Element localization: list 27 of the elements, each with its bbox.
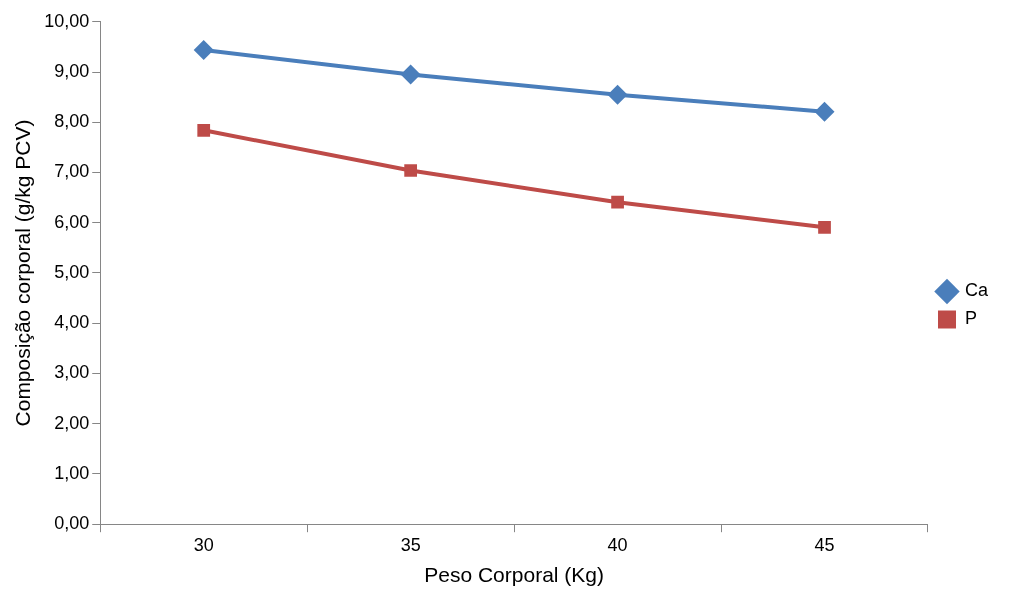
point [400,64,421,85]
y-tick-label: 2,00 [54,412,90,433]
point [611,195,624,209]
point [404,164,418,177]
y-tick-label: 4,00 [54,312,90,333]
y-tick-label: 5,00 [54,261,90,282]
y-tick-label: 0,00 [54,513,90,534]
x-tick-label: 35 [400,534,421,555]
point [818,220,831,234]
point [193,39,214,60]
x-tick-label: 45 [814,534,835,555]
x-tick-label: 40 [607,534,628,555]
point [814,101,835,122]
legend-label: Ca [964,280,989,301]
y-tick-label: 1,00 [54,462,90,483]
y-tick-label: 9,00 [54,61,90,82]
y-tick-label: 6,00 [54,211,90,232]
y-tick-label: 3,00 [54,362,90,383]
x-tick-label: 30 [193,534,214,555]
x-axis-title: Peso Corporal (Kg) [424,563,604,587]
legend-label: P [964,308,978,329]
point [197,123,211,137]
y-tick-label: 10,00 [44,10,90,31]
y-tick-label: 7,00 [54,161,90,182]
y-axis-title: Composição corporal (g/kg PCV) [11,119,35,427]
y-tick-label: 8,00 [54,111,90,132]
point [607,84,628,105]
